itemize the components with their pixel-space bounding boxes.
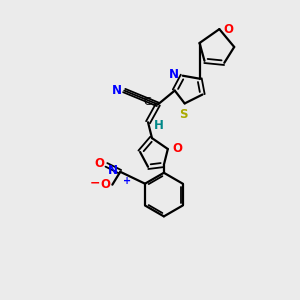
Text: N: N	[169, 68, 179, 81]
Text: O: O	[223, 22, 233, 36]
Text: S: S	[179, 108, 188, 122]
Text: −: −	[90, 176, 101, 189]
Text: N: N	[108, 164, 118, 177]
Text: +: +	[123, 176, 131, 186]
Text: O: O	[173, 142, 183, 154]
Text: O: O	[100, 178, 110, 191]
Text: O: O	[94, 158, 104, 170]
Text: H: H	[154, 119, 164, 132]
Text: C: C	[143, 98, 151, 107]
Text: N: N	[112, 84, 122, 97]
